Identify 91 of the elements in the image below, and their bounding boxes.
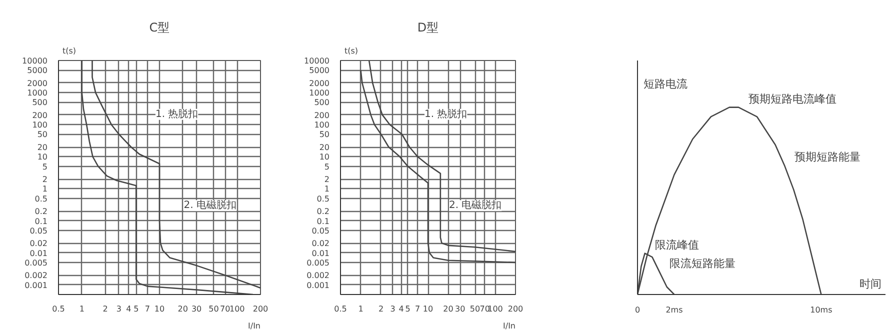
y-tick-label: 0.002 [306,271,330,280]
y-tick-label: 0.02 [312,239,330,248]
x-tick-label: 1 [79,304,84,314]
y-tick-label: 100 [32,120,48,130]
y-tick-label: 500 [32,98,48,108]
y-tick-label: 0.001 [306,280,330,290]
annotation: 预期短路电流峰值 [748,92,837,106]
y-tick-label: 1000 [309,88,330,98]
y-tick-label: 10 [319,152,330,162]
y-tick-label: 0.01 [30,248,48,258]
x-tick-label: 70 [220,304,230,314]
y-tick-label: 0.001 [24,280,48,290]
x-axis-title: 时间 [860,278,882,290]
y-tick-label: 5000 [27,66,48,76]
y-tick-label: 0.005 [24,258,48,268]
y-tick-label: 10000 [304,56,330,66]
y-tick-label: 200 [32,110,48,120]
y-tick-label: 0.02 [30,239,48,248]
y-tick-label: 10000 [22,56,48,66]
annotation: 1. 热脱扣 [424,108,468,120]
x-tick-label: 2ms [666,306,683,314]
y-axis-title: 短路电流 [644,78,688,90]
x-tick-label: 200 [252,304,268,314]
y-tick-label: 1 [324,184,330,194]
chart-title: C型 [149,20,170,34]
x-tick-label: 70 [480,304,490,314]
annotation: 2. 电磁脱扣 [449,199,502,212]
y-tick-label: 0.5 [316,194,330,204]
x-tick-label: 5 [134,304,139,314]
x-tick-label: 0.5 [334,304,347,314]
y-tick-label: 5 [42,162,48,172]
y-tick-label: 2000 [27,78,48,88]
y-tick-label: 1 [42,184,48,194]
annotation: 2. 电磁脱扣 [184,199,236,212]
y-tick-label: 20 [319,143,330,152]
y-tick-label: 2000 [309,78,330,88]
chart-title: D型 [417,20,439,34]
y-tick-label: 10 [37,152,48,162]
y-tick-label: 100 [314,120,330,130]
y-tick-label: 0.5 [34,194,48,204]
y-tick-label: 2 [324,175,330,184]
y-tick-label: 0.002 [24,271,48,280]
x-tick-label: 20 [443,304,454,314]
x-tick-label: 20 [178,304,188,314]
x-tick-label: 10 [154,304,165,314]
x-axis-title: I/In [248,322,260,330]
x-tick-label: 50 [470,304,480,314]
y-tick-label: 50 [319,130,330,140]
y-tick-label: 50 [37,130,48,140]
x-tick-label: 4 [398,304,404,314]
y-tick-label: 200 [314,110,330,120]
annotation: 限流峰值 [654,238,699,252]
x-tick-label: 100 [488,304,503,314]
x-tick-label: 2 [378,304,384,314]
annotation: 1. 热脱扣 [155,108,198,120]
x-tick-label: 50 [208,304,219,314]
annotation: 限流短路能量 [670,257,736,270]
x-tick-label: 10 [422,304,434,314]
x-tick-label: 7 [415,304,420,314]
x-tick-label: 0 [634,306,640,314]
x-tick-label: 2 [102,304,108,314]
y-tick-label: 0.005 [306,258,330,268]
y-tick-label: 1000 [27,88,48,98]
annotation: 预期短路能量 [794,150,860,164]
y-tick-label: 5 [324,162,330,172]
y-tick-label: 0.2 [34,207,48,216]
x-tick-label: 1 [358,304,364,314]
y-tick-label: 5000 [309,66,330,76]
y-tick-label: 0.1 [316,216,330,226]
y-tick-label: 20 [37,143,48,152]
x-tick-label: 3 [390,304,396,314]
x-tick-label: 30 [455,304,466,314]
y-axis-title: t(s) [62,46,76,56]
y-tick-label: 0.05 [30,226,48,236]
y-tick-label: 0.2 [316,207,330,216]
y-tick-label: 500 [314,98,330,108]
y-axis-title: t(s) [344,46,358,56]
x-axis-title: I/In [503,322,516,330]
x-tick-label: 100 [229,304,245,314]
x-tick-label: 30 [191,304,202,314]
x-tick-label: 7 [144,304,150,314]
x-tick-label: 3 [116,304,122,314]
x-tick-label: 10ms [810,306,832,314]
y-tick-label: 0.05 [312,226,330,236]
x-tick-label: 5 [405,304,410,314]
x-tick-label: 0.5 [52,304,65,314]
y-tick-label: 0.1 [34,216,48,226]
x-tick-label: 4 [126,304,132,314]
x-tick-label: 200 [508,304,524,314]
y-tick-label: 2 [42,175,48,184]
y-tick-label: 0.01 [312,248,330,258]
